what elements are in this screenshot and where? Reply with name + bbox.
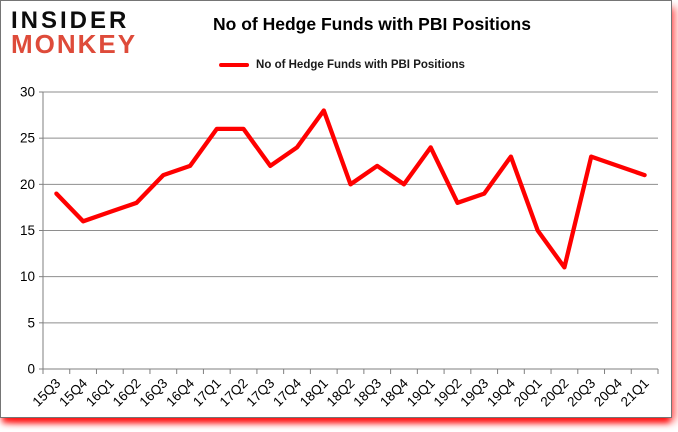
y-tick-label: 30 xyxy=(20,85,35,100)
x-tick-label: 16Q1 xyxy=(83,376,117,410)
x-tick-label: 17Q2 xyxy=(217,376,251,410)
chart-title: No of Hedge Funds with PBI Positions xyxy=(213,14,531,34)
logo-text-insider: INSIDER xyxy=(11,7,130,34)
x-tick-label: 16Q4 xyxy=(163,375,197,409)
x-tick-label: 21Q1 xyxy=(618,376,652,410)
x-tick-label: 19Q1 xyxy=(404,376,438,410)
x-tick-label: 17Q4 xyxy=(270,375,304,409)
y-tick-label: 0 xyxy=(27,362,35,377)
y-tick-label: 5 xyxy=(27,315,35,330)
x-tick-label: 16Q2 xyxy=(110,376,144,410)
x-tick-label: 16Q3 xyxy=(136,376,170,410)
x-tick-label: 17Q3 xyxy=(243,376,277,410)
x-tick-label: 15Q4 xyxy=(56,375,90,409)
x-tick-label: 20Q3 xyxy=(564,376,598,410)
insider-monkey-logo: INSIDER MONKEY xyxy=(11,7,138,59)
x-tick-label: 18Q4 xyxy=(377,375,411,409)
x-tick-label: 19Q3 xyxy=(457,376,491,410)
legend-line-marker xyxy=(219,62,250,68)
y-tick-label: 15 xyxy=(20,223,35,238)
data-line xyxy=(54,108,647,270)
y-tick-label: 25 xyxy=(20,131,35,146)
legend-label: No of Hedge Funds with PBI Positions xyxy=(256,59,465,71)
x-tick-label: 18Q2 xyxy=(324,376,358,410)
x-tick-label: 20Q1 xyxy=(511,376,545,410)
chart-frame: INSIDER MONKEY No of Hedge Funds with PB… xyxy=(0,0,672,418)
x-tick-label: 18Q1 xyxy=(297,376,331,410)
x-tick-label: 17Q1 xyxy=(190,376,224,410)
y-tick-label: 10 xyxy=(20,269,35,284)
x-tick-label: 19Q4 xyxy=(484,375,518,409)
x-tick-label: 18Q3 xyxy=(350,376,384,410)
y-tick-label: 20 xyxy=(20,177,35,192)
x-tick-label: 20Q4 xyxy=(591,375,625,409)
x-tick-label: 19Q2 xyxy=(431,376,465,410)
x-tick-label: 20Q2 xyxy=(538,376,572,410)
x-tick-label: 15Q3 xyxy=(30,376,64,410)
logo-text-monkey: MONKEY xyxy=(11,29,138,59)
chart-legend: No of Hedge Funds with PBI Positions xyxy=(219,59,465,71)
